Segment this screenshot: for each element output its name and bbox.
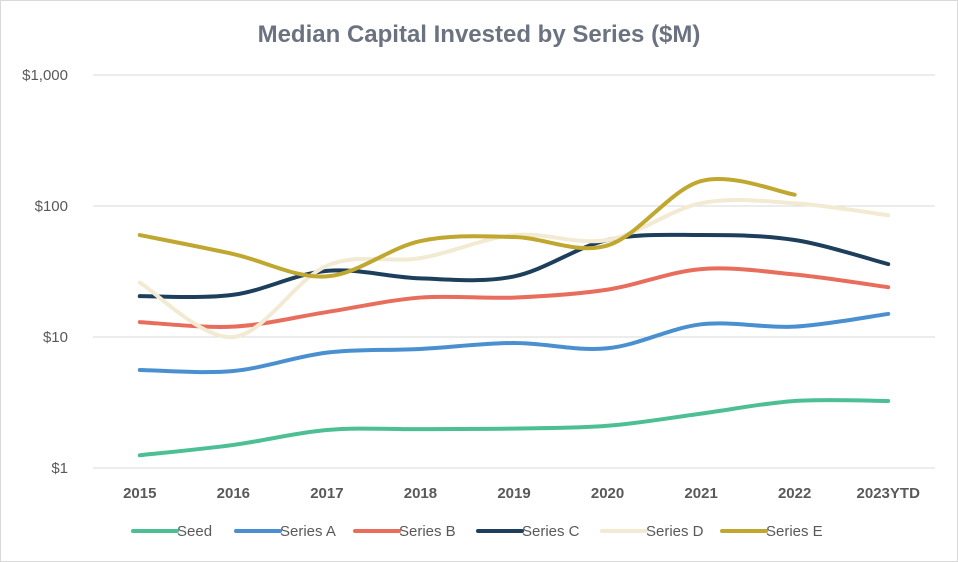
y-tick-label: $10 [43,329,68,346]
y-tick-label: $1,000 [22,67,68,84]
x-axis-tick-labels: 2015 2016 2017 2018 2019 2020 2021 2022 2023YTD [123,485,920,502]
series-line-series-d [137,197,891,340]
legend-label: Series B [399,523,456,540]
series-lines [137,177,891,458]
legend-item-series-c: Series C [476,523,580,540]
gridlines [93,74,935,469]
x-tick-label: 2016 [217,485,250,502]
legend-label: Series C [522,523,580,540]
x-tick-label: 2022 [778,485,811,502]
series-line-series-c [137,232,891,300]
legend-label: Series E [766,523,823,540]
series-line-series-e [137,177,797,279]
legend-item-series-d: Series D [600,523,704,540]
y-tick-label: $1 [51,460,68,477]
legend-label: Seed [177,523,212,540]
series-line-seed [137,398,891,458]
legend-label: Series D [646,523,704,540]
x-tick-label: 2018 [404,485,437,502]
y-axis-tick-labels: $1 $10 $100 $1,000 [22,67,68,477]
x-tick-label: 2017 [310,485,343,502]
legend-item-series-a: Series A [234,523,336,540]
x-tick-label: 2021 [684,485,717,502]
x-tick-label: 2015 [123,485,156,502]
x-tick-label: 2019 [497,485,530,502]
legend-item-series-e: Series E [720,523,823,540]
x-tick-label: 2020 [591,485,624,502]
chart-title: Median Capital Invested by Series ($M) [258,21,701,48]
y-tick-label: $100 [35,198,68,215]
series-line-series-a [137,311,891,375]
legend: Seed Series A Series B Series C Series D Seri… [131,523,823,540]
legend-item-seed: Seed [131,523,212,540]
legend-label: Series A [280,523,336,540]
legend-item-series-b: Series B [353,523,456,540]
x-tick-label: 2023YTD [857,485,921,502]
